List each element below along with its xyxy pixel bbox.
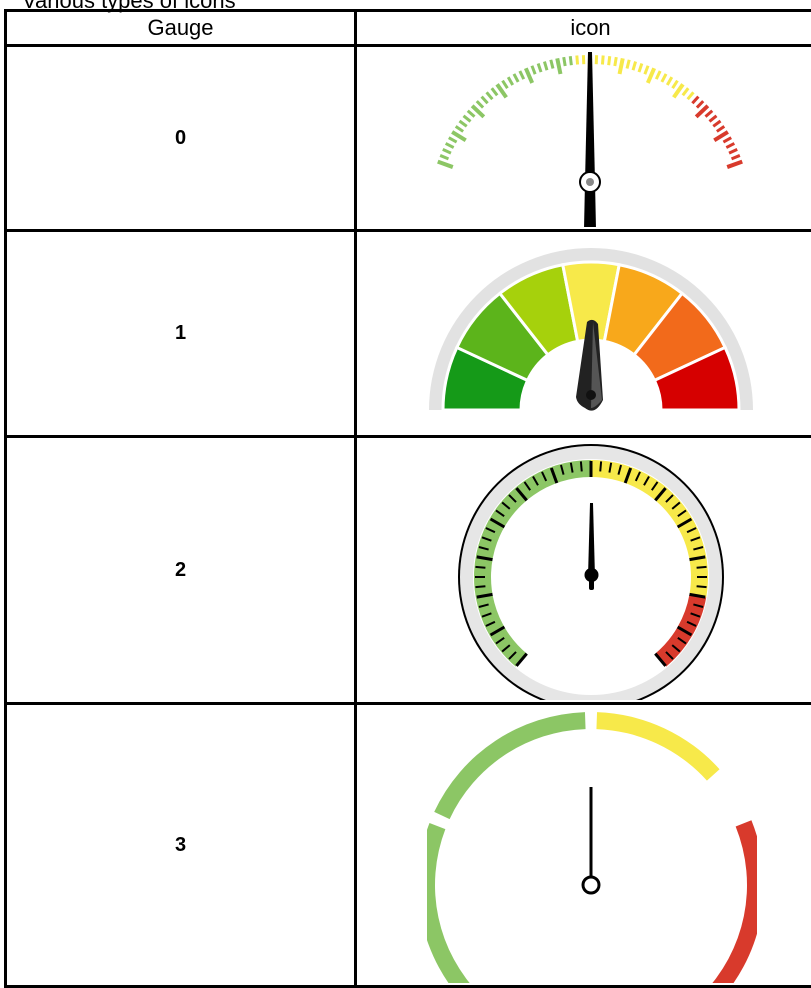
gauge-icon-cell (356, 437, 811, 704)
segmented-color-gauge-icon (427, 232, 757, 432)
tick-scale-gauge-icon (427, 47, 757, 227)
table-row: 3 (6, 704, 811, 987)
gauge-label: 3 (6, 704, 356, 987)
gauge-icon-cell (356, 231, 811, 437)
round-dial-gauge-icon (427, 438, 757, 700)
column-header-gauge: Gauge (6, 11, 356, 46)
table-header-row: Gauge icon (6, 11, 811, 46)
table-row: 1 (6, 231, 811, 437)
table-row: 2 (6, 437, 811, 704)
gauge-label: 0 (6, 46, 356, 231)
gauge-table: Gauge icon 0 1 (4, 9, 811, 988)
gauge-icon-cell (356, 46, 811, 231)
gauge-label: 2 (6, 437, 356, 704)
arc-band-gauge-icon (427, 705, 757, 983)
gauge-label: 1 (6, 231, 356, 437)
gauge-icon-cell (356, 704, 811, 987)
column-header-icon: icon (356, 11, 811, 46)
table-row: 0 (6, 46, 811, 231)
